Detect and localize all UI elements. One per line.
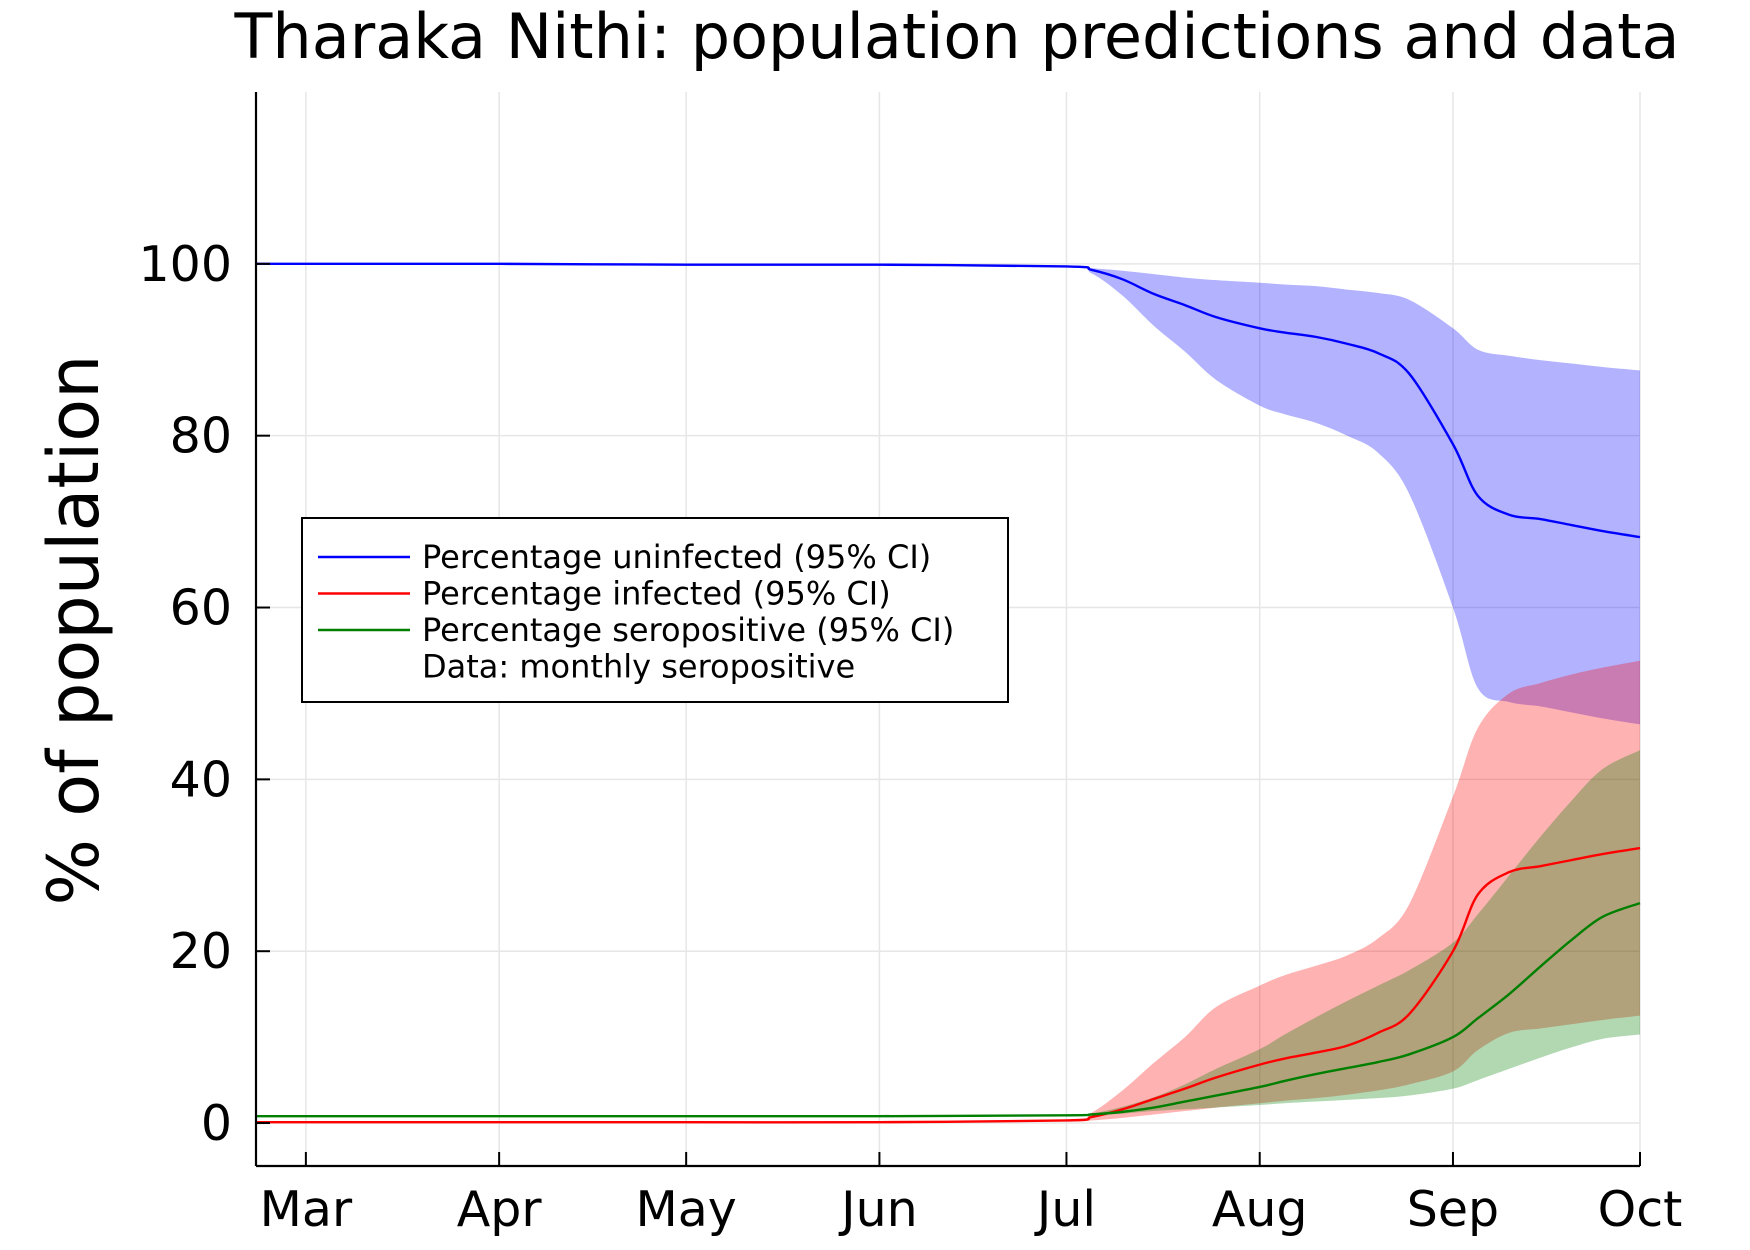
legend-label-3: Data: monthly seropositive <box>422 648 855 686</box>
legend-label-1: Percentage infected (95% CI) <box>422 575 891 613</box>
series-lines <box>255 262 1641 1124</box>
x-tick-label-apr: Apr <box>457 1181 543 1238</box>
axes <box>254 92 1640 1168</box>
band-uninfected <box>256 263 1640 725</box>
chart-title: Tharaka Nithi: population predictions an… <box>234 0 1680 73</box>
y-tick-label-60: 60 <box>170 580 232 637</box>
legend-box <box>301 517 1009 703</box>
legend: Percentage uninfected (95% CI)Percentage… <box>301 517 1009 703</box>
band-infected <box>256 660 1640 1123</box>
y-tick-label-0: 0 <box>201 1095 232 1152</box>
y-tick-label-80: 80 <box>170 408 232 465</box>
line-infected <box>255 846 1641 1124</box>
x-tick-label-jul: Jul <box>1034 1181 1096 1238</box>
x-tick-label-mar: Mar <box>260 1181 353 1238</box>
x-tick-label-aug: Aug <box>1212 1181 1308 1238</box>
legend-label-0: Percentage uninfected (95% CI) <box>422 538 931 576</box>
y-tick-label-100: 100 <box>138 236 232 293</box>
legend-label-2: Percentage seropositive (95% CI) <box>422 611 954 649</box>
x-tick-label-may: May <box>636 1181 737 1238</box>
y-axis-ticks: 0 20 40 60 80 100 <box>138 236 270 1152</box>
confidence-bands <box>256 263 1640 1123</box>
x-axis-ticks: Mar Apr May Jun Jul Aug Sep Oct <box>260 1152 1683 1238</box>
line-seropositive <box>256 901 1641 1118</box>
x-tick-label-jun: Jun <box>838 1181 918 1238</box>
line-uninfected <box>255 262 1641 539</box>
y-axis-label: % of population <box>33 355 115 906</box>
y-tick-label-40: 40 <box>170 751 232 808</box>
x-tick-label-sep: Sep <box>1407 1181 1499 1238</box>
x-tick-label-oct: Oct <box>1598 1181 1683 1238</box>
y-tick-label-20: 20 <box>170 923 232 980</box>
